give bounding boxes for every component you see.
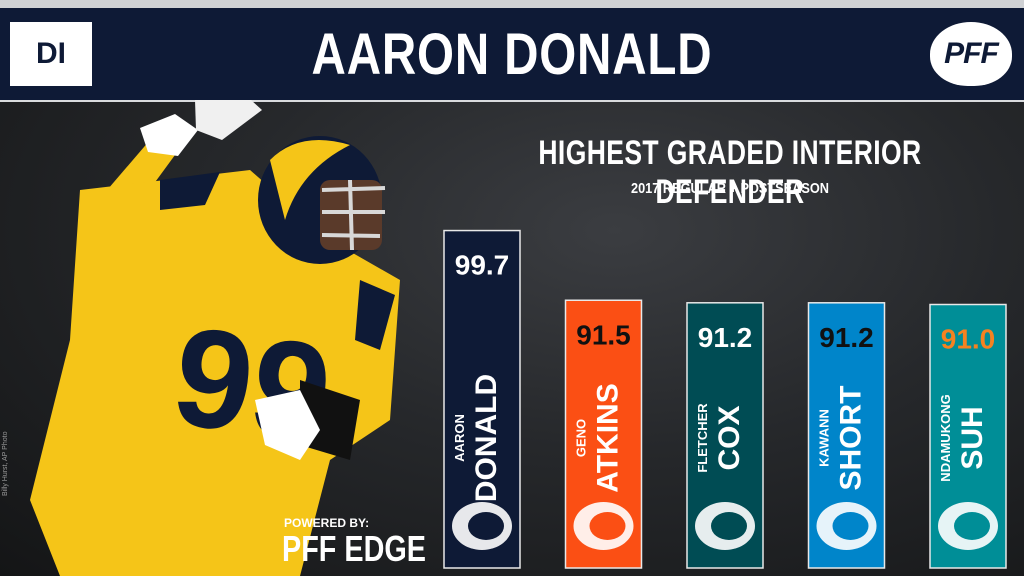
bar-last-name: DONALD (470, 374, 503, 502)
team-logo-inner (832, 512, 869, 540)
bar-last-name: COX (713, 405, 746, 470)
team-logo-inner (468, 512, 504, 540)
player-name-title: AARON DONALD (311, 22, 713, 87)
top-strip (0, 0, 1024, 8)
bar-first-name: GENO (574, 419, 589, 457)
chart-subtitle: 2017 REGULAR + POSTSEASON (630, 180, 830, 197)
bar-last-name: ATKINS (592, 383, 625, 492)
team-logo-inner (954, 512, 990, 540)
rams-horn-icon (452, 502, 512, 550)
team-logo-inner (589, 512, 626, 540)
bar-first-name: NDAMUKONG (938, 394, 953, 481)
team-logo-inner (711, 512, 747, 540)
bar-last-name: SHORT (835, 386, 868, 491)
position-badge: DI (10, 22, 92, 86)
bar-last-name: SUH (956, 406, 989, 469)
bar-value-label: 91.2 (698, 322, 753, 353)
bengals-b-icon (573, 502, 634, 550)
pff-edge-brand: PFF EDGE (282, 528, 427, 569)
bar-first-name: AARON (452, 414, 467, 462)
bar-value-label: 99.7 (455, 250, 510, 281)
player-photo: 99 (30, 100, 400, 576)
dolphin-icon (938, 502, 998, 550)
player-figure: 99 (30, 100, 400, 576)
bar-first-name: FLETCHER (695, 403, 710, 473)
bar-value-label: 91.0 (941, 324, 996, 355)
powered-by-label: POWERED BY: (284, 516, 370, 530)
bar-first-name: KAWANN (817, 409, 832, 467)
panther-icon (816, 502, 877, 550)
bar-value-label: 91.5 (576, 319, 631, 350)
bar-value-label: 91.2 (819, 322, 874, 353)
eagle-icon (695, 502, 755, 550)
chart-title: HIGHEST GRADED INTERIOR DEFENDER (538, 134, 922, 211)
pff-logo: PFF (930, 22, 1012, 86)
header-bar: DI AARON DONALD PFF (0, 8, 1024, 102)
